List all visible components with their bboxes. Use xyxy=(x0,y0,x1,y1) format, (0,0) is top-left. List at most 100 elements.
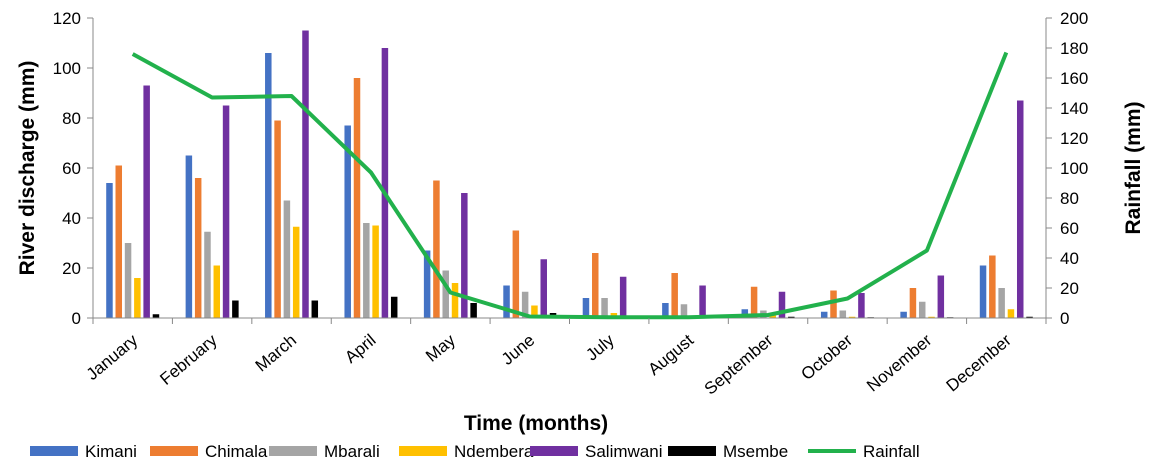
bar-ndembera-november xyxy=(928,316,935,318)
bar-salimwani-november xyxy=(937,275,945,318)
bar-chimala-march xyxy=(274,120,281,318)
y-tick-label: 0 xyxy=(72,309,81,328)
ticks-layer: 0 20 40 60 80 100 120 0 20 40 60 80 100 120 140 160 180 2… xyxy=(53,9,1089,399)
y-tick-label: 80 xyxy=(62,109,81,128)
legend-label-ndembera: Ndembera xyxy=(454,442,534,461)
bar-ndembera-february xyxy=(213,265,221,318)
bar-salimwani-september xyxy=(778,291,786,318)
bar-salimwani-may xyxy=(461,193,468,318)
bar-salimwani-february xyxy=(222,105,230,318)
legend-label-rainfall: Rainfall xyxy=(863,442,920,461)
y2-tick-label: 180 xyxy=(1060,39,1088,58)
bar-mbarali-august xyxy=(680,304,688,318)
bar-kimani-march xyxy=(265,53,272,318)
x-tick-label: October xyxy=(797,330,856,384)
bar-ndembera-june xyxy=(531,305,538,318)
bar-chimala-june xyxy=(512,230,520,318)
y2-tick-label: 40 xyxy=(1060,249,1079,268)
bar-mbarali-march xyxy=(283,200,291,318)
bar-kimani-july xyxy=(582,298,590,318)
bar-msembe-february xyxy=(232,300,239,318)
bar-msembe-january xyxy=(152,314,160,318)
y-tick-label: 120 xyxy=(53,9,81,28)
axes-layer xyxy=(92,18,1047,319)
legend-label-salimwani: Salimwani xyxy=(585,442,662,461)
bar-kimani-may xyxy=(423,250,431,318)
line-rainfall xyxy=(131,51,1009,320)
bar-ndembera-march xyxy=(292,226,300,318)
bar-msembe-april xyxy=(390,296,398,318)
bar-kimani-october xyxy=(820,311,828,318)
legend-swatch-kimani xyxy=(30,446,78,456)
bar-msembe-march xyxy=(311,300,319,318)
bar-chimala-february xyxy=(194,178,202,318)
legend-swatch-msembe xyxy=(668,446,716,456)
bar-salimwani-july xyxy=(619,276,627,318)
y-tick-label: 60 xyxy=(62,159,81,178)
x-tick-label: July xyxy=(582,330,618,364)
bar-chimala-april xyxy=(353,78,361,318)
y2-tick-label: 140 xyxy=(1060,99,1088,118)
x-tick-label: January xyxy=(83,330,142,384)
x-tick-label: May xyxy=(422,330,459,366)
legend-swatch-ndembera xyxy=(399,446,447,456)
bar-mbarali-october xyxy=(839,310,847,318)
bar-msembe-december xyxy=(1026,316,1033,318)
bar-chimala-november xyxy=(909,288,917,318)
bar-mbarali-february xyxy=(204,231,211,318)
bar-ndembera-september xyxy=(769,314,776,318)
x-tick-label: April xyxy=(341,331,379,367)
bar-kimani-june xyxy=(503,285,510,318)
bar-chimala-december xyxy=(989,255,996,318)
bar-chimala-august xyxy=(671,273,678,318)
bar-mbarali-april xyxy=(363,223,370,318)
bar-ndembera-april xyxy=(372,225,379,318)
bar-mbarali-may xyxy=(442,270,449,318)
bar-chimala-january xyxy=(115,165,123,318)
bar-mbarali-july xyxy=(601,298,608,318)
bar-salimwani-june xyxy=(540,259,547,318)
y2-tick-label: 120 xyxy=(1060,129,1088,148)
y2-tick-label: 160 xyxy=(1060,69,1088,88)
x-axis-title: Time (months) xyxy=(464,412,608,435)
bar-salimwani-december xyxy=(1016,100,1024,318)
bar-mbarali-june xyxy=(521,291,529,318)
bar-mbarali-january xyxy=(124,243,132,318)
y2-tick-label: 60 xyxy=(1060,219,1079,238)
bar-salimwani-january xyxy=(143,85,150,318)
y2-tick-label: 20 xyxy=(1060,279,1079,298)
y2-axis-title: Rainfall (mm) xyxy=(1122,101,1145,234)
x-tick-label: August xyxy=(644,330,697,379)
bar-chimala-may xyxy=(433,180,440,318)
legend-swatch-salimwani xyxy=(530,446,578,456)
bar-salimwani-april xyxy=(381,48,389,318)
bar-chimala-july xyxy=(592,253,599,318)
bars-layer xyxy=(106,30,1033,318)
x-tick-label: November xyxy=(863,330,936,395)
x-tick-label: June xyxy=(498,331,538,369)
legend: Kimani Chimala Mbarali Ndembera Salimwani Mse… xyxy=(30,442,920,461)
legend-label-kimani: Kimani xyxy=(85,442,137,461)
bar-msembe-may xyxy=(470,303,477,318)
legend-label-mbarali: Mbarali xyxy=(324,442,380,461)
bar-salimwani-august xyxy=(699,285,706,318)
bar-mbarali-november xyxy=(918,301,926,318)
bar-salimwani-october xyxy=(858,293,865,318)
x-tick-label: September xyxy=(701,330,777,398)
bar-mbarali-december xyxy=(998,288,1005,318)
bar-msembe-september xyxy=(788,316,795,318)
bar-kimani-august xyxy=(662,303,669,318)
y-axis-title: River discharge (mm) xyxy=(16,61,39,276)
x-tick-label: March xyxy=(252,331,300,376)
legend-swatch-mbarali xyxy=(269,446,317,456)
bar-kimani-january xyxy=(106,183,113,318)
x-tick-label: February xyxy=(156,330,221,389)
bar-ndembera-december xyxy=(1007,309,1015,318)
bar-chimala-september xyxy=(750,286,758,318)
bar-ndembera-january xyxy=(134,278,141,318)
bar-kimani-december xyxy=(979,265,987,318)
bar-ndembera-may xyxy=(451,283,459,318)
legend-label-chimala: Chimala xyxy=(205,442,268,461)
